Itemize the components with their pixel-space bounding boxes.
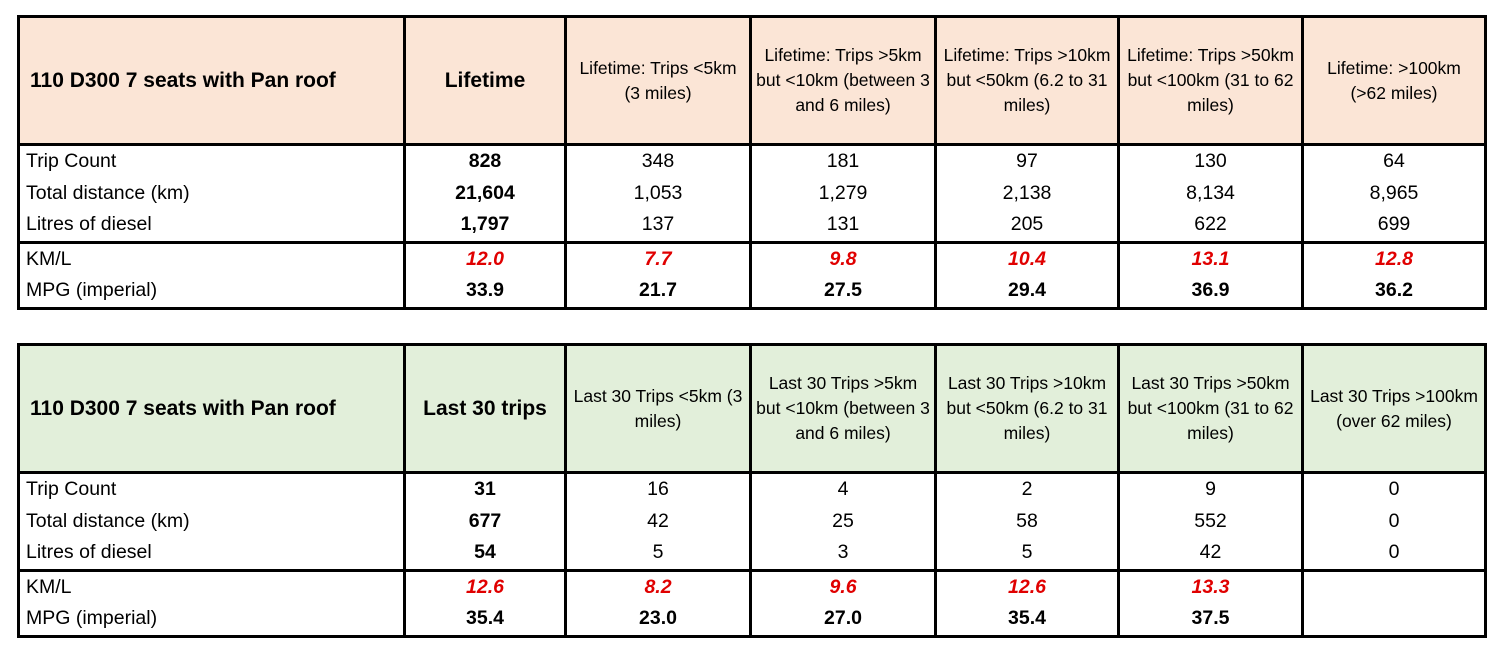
table-cell: 21.7 — [564, 275, 752, 310]
column-header-over-100km: Lifetime: >100km (>62 miles) — [1301, 15, 1487, 146]
table-cell: 2 — [934, 472, 1120, 506]
table-row-mpg: MPG (imperial) 35.4 23.0 27.0 35.4 37.5 — [17, 603, 1487, 638]
table-row-trip-count: Trip Count 828 348 181 97 130 64 — [17, 144, 1487, 178]
table-cell: 27.0 — [749, 603, 937, 638]
table-cell: 1,053 — [564, 177, 752, 209]
column-header-over-100km: Last 30 Trips >100km (over 62 miles) — [1301, 343, 1487, 474]
table-cell: 54 — [403, 537, 567, 572]
header-row: 110 D300 7 seats with Pan roof Lifetime … — [17, 15, 1487, 146]
row-label: Litres of diesel — [17, 209, 406, 244]
table-row-litres-of-diesel: Litres of diesel 1,797 137 131 205 622 6… — [17, 209, 1487, 244]
table-cell: 2,138 — [934, 177, 1120, 209]
table-cell: 137 — [564, 209, 752, 244]
table-cell: 552 — [1117, 505, 1304, 537]
table-cell: 37.5 — [1117, 603, 1304, 638]
table-cell: 4 — [749, 472, 937, 506]
table-cell: 42 — [564, 505, 752, 537]
table-cell: 16 — [564, 472, 752, 506]
column-header-lifetime: Lifetime — [403, 15, 567, 146]
row-label: Total distance (km) — [17, 505, 406, 537]
table-cell: 33.9 — [403, 275, 567, 310]
table-row-trip-count: Trip Count 31 16 4 2 9 0 — [17, 472, 1487, 506]
column-header-5-10km: Lifetime: Trips >5km but <10km (between … — [749, 15, 937, 146]
table-cell: 3 — [749, 537, 937, 572]
column-header-last-30-trips: Last 30 trips — [403, 343, 567, 474]
table-cell: 348 — [564, 144, 752, 178]
table-cell: 25 — [749, 505, 937, 537]
table-cell: 699 — [1301, 209, 1487, 244]
table-row-total-distance: Total distance (km) 677 42 25 58 552 0 — [17, 505, 1487, 537]
last-30-trips-table: 110 D300 7 seats with Pan roof Last 30 t… — [17, 343, 1487, 638]
row-label: Trip Count — [17, 144, 406, 178]
column-header-under-5km: Lifetime: Trips <5km (3 miles) — [564, 15, 752, 146]
table-cell: 97 — [934, 144, 1120, 178]
table-cell: 21,604 — [403, 177, 567, 209]
row-label: Total distance (km) — [17, 177, 406, 209]
table-cell: 8.2 — [564, 570, 752, 603]
table-cell: 8,134 — [1117, 177, 1304, 209]
table-cell: 12.8 — [1301, 242, 1487, 275]
table-cell: 12.0 — [403, 242, 567, 275]
table-cell: 13.3 — [1117, 570, 1304, 603]
table-cell: 58 — [934, 505, 1120, 537]
table-cell: 36.2 — [1301, 275, 1487, 310]
table-cell: 0 — [1301, 537, 1487, 572]
table-cell: 205 — [934, 209, 1120, 244]
table-cell: 35.4 — [403, 603, 567, 638]
table-cell: 12.6 — [403, 570, 567, 603]
table-cell: 677 — [403, 505, 567, 537]
table-cell: 0 — [1301, 505, 1487, 537]
table-cell: 64 — [1301, 144, 1487, 178]
table-cell: 622 — [1117, 209, 1304, 244]
row-label: KM/L — [17, 570, 406, 603]
table-cell: 131 — [749, 209, 937, 244]
vehicle-title: 110 D300 7 seats with Pan roof — [17, 15, 406, 146]
table-cell: 828 — [403, 144, 567, 178]
lifetime-table: 110 D300 7 seats with Pan roof Lifetime … — [17, 15, 1487, 310]
table-cell: 5 — [564, 537, 752, 572]
table-row-litres-of-diesel: Litres of diesel 54 5 3 5 42 0 — [17, 537, 1487, 572]
table-cell: 31 — [403, 472, 567, 506]
table-cell: 27.5 — [749, 275, 937, 310]
table-cell — [1301, 603, 1487, 638]
table-cell: 7.7 — [564, 242, 752, 275]
vehicle-title: 110 D300 7 seats with Pan roof — [17, 343, 406, 474]
table-cell: 5 — [934, 537, 1120, 572]
column-header-50-100km: Lifetime: Trips >50km but <100km (31 to … — [1117, 15, 1304, 146]
table-cell — [1301, 570, 1487, 603]
table-cell: 29.4 — [934, 275, 1120, 310]
table-row-km-per-litre: KM/L 12.0 7.7 9.8 10.4 13.1 12.8 — [17, 242, 1487, 275]
table-cell: 10.4 — [934, 242, 1120, 275]
table-cell: 23.0 — [564, 603, 752, 638]
column-header-50-100km: Last 30 Trips >50km but <100km (31 to 62… — [1117, 343, 1304, 474]
table-cell: 1,279 — [749, 177, 937, 209]
column-header-10-50km: Lifetime: Trips >10km but <50km (6.2 to … — [934, 15, 1120, 146]
table-cell: 8,965 — [1301, 177, 1487, 209]
header-row: 110 D300 7 seats with Pan roof Last 30 t… — [17, 343, 1487, 474]
table-cell: 9.8 — [749, 242, 937, 275]
table-cell: 1,797 — [403, 209, 567, 244]
table-cell: 181 — [749, 144, 937, 178]
table-cell: 9 — [1117, 472, 1304, 506]
table-row-total-distance: Total distance (km) 21,604 1,053 1,279 2… — [17, 177, 1487, 209]
table-cell: 12.6 — [934, 570, 1120, 603]
table-row-mpg: MPG (imperial) 33.9 21.7 27.5 29.4 36.9 … — [17, 275, 1487, 310]
table-cell: 130 — [1117, 144, 1304, 178]
table-row-km-per-litre: KM/L 12.6 8.2 9.6 12.6 13.3 — [17, 570, 1487, 603]
row-label: Trip Count — [17, 472, 406, 506]
column-header-10-50km: Last 30 Trips >10km but <50km (6.2 to 31… — [934, 343, 1120, 474]
table-cell: 36.9 — [1117, 275, 1304, 310]
row-label: KM/L — [17, 242, 406, 275]
table-cell: 35.4 — [934, 603, 1120, 638]
table-cell: 13.1 — [1117, 242, 1304, 275]
row-label: Litres of diesel — [17, 537, 406, 572]
column-header-5-10km: Last 30 Trips >5km but <10km (between 3 … — [749, 343, 937, 474]
table-cell: 9.6 — [749, 570, 937, 603]
row-label: MPG (imperial) — [17, 603, 406, 638]
row-label: MPG (imperial) — [17, 275, 406, 310]
table-cell: 0 — [1301, 472, 1487, 506]
column-header-under-5km: Last 30 Trips <5km (3 miles) — [564, 343, 752, 474]
table-cell: 42 — [1117, 537, 1304, 572]
